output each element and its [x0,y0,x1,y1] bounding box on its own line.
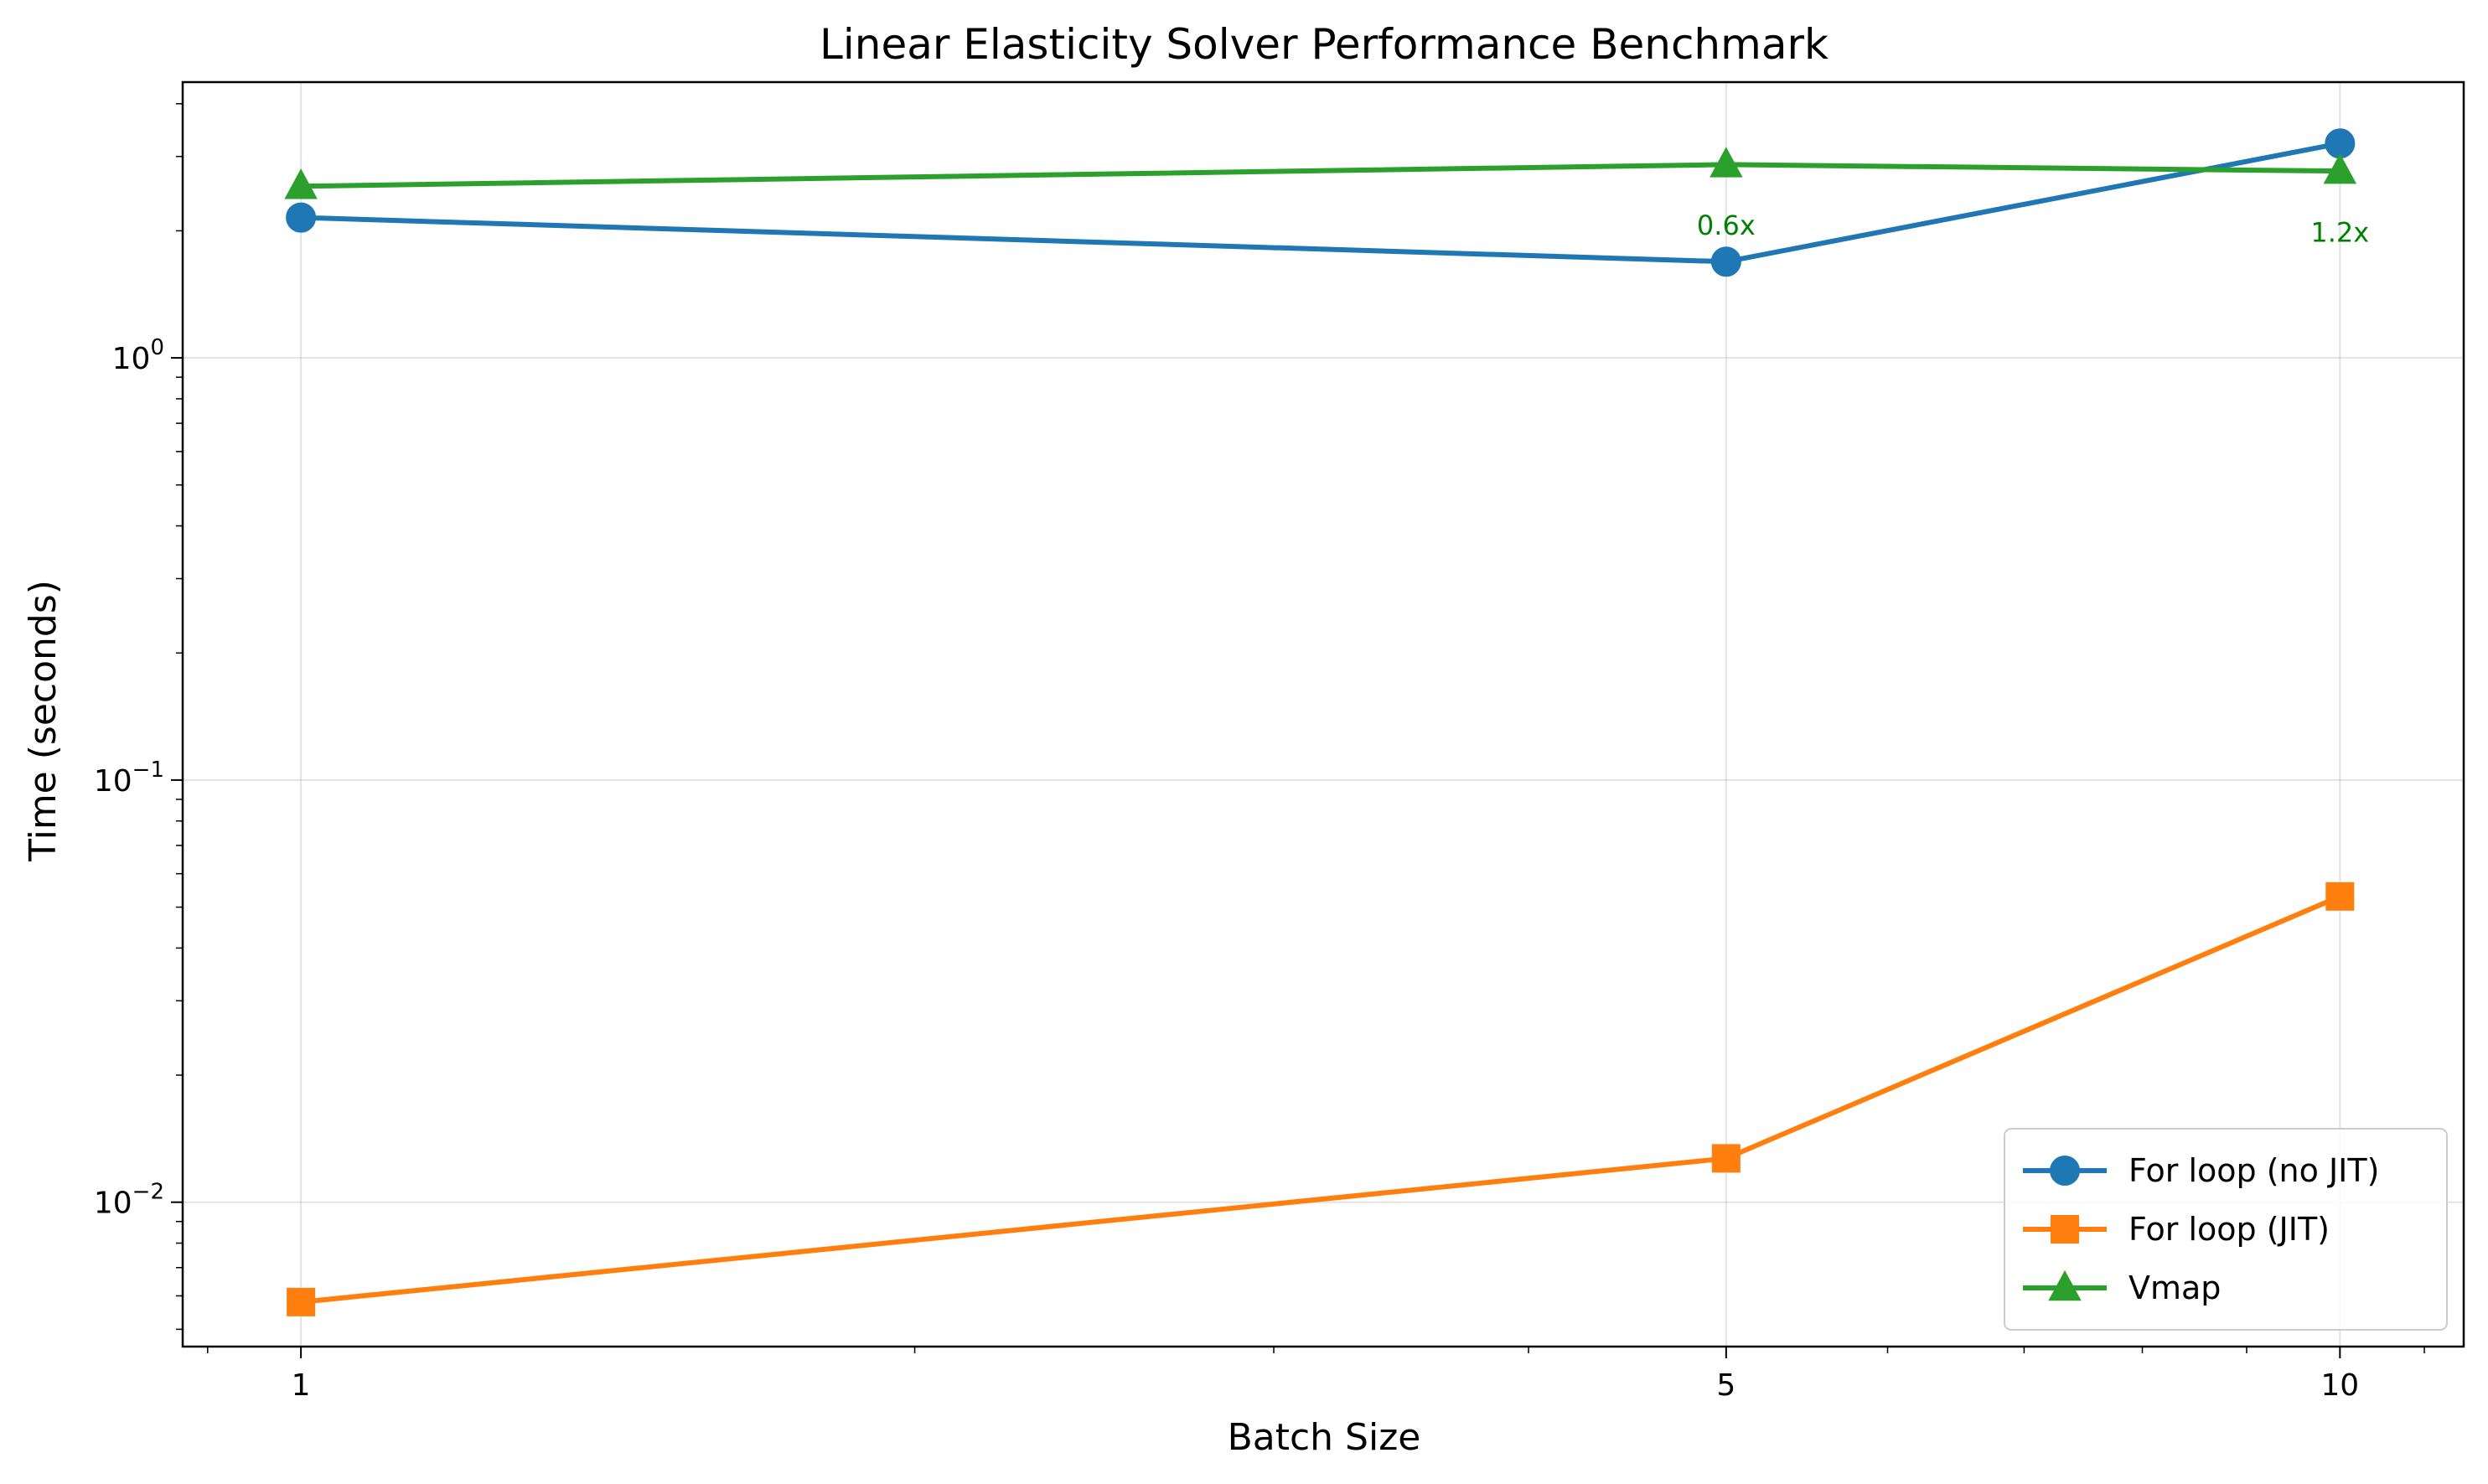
annotation-1: 1.2x [2310,217,2369,249]
x-tick-label-2: 10 [2320,1368,2359,1403]
legend-marker-2 [2048,1269,2082,1301]
legend-label-2: Vmap [2129,1269,2221,1306]
legend-frame [2004,1128,2448,1331]
data-point-0-1 [1710,246,1741,277]
data-point-2-0 [284,168,318,199]
legend: For loop (no JIT) For loop (JIT) Vmap [2004,1128,2448,1331]
y-tick-label-0: 100 [112,335,164,376]
legend-label-1: For loop (JIT) [2129,1211,2330,1248]
legend-marker-1 [2051,1215,2079,1244]
y-axis-label: Time (seconds) [22,580,65,862]
plot-area: 1 5 10 100 10−1 10−2 0.6x 1.2x For loop (no JIT)… [94,80,2465,1403]
legend-label-0: For loop (no JIT) [2129,1152,2379,1189]
data-point-0-0 [286,202,317,233]
axes-frame [181,80,2465,1348]
data-point-1-1 [1711,1144,1741,1173]
data-point-1-0 [287,1287,316,1316]
data-point-1-2 [2325,882,2355,911]
chart-title: Linear Elasticity Solver Performance Ben… [820,20,1828,69]
data-point-2-2 [2323,153,2357,184]
data-point-2-1 [1710,147,1743,178]
x-tick-label-1: 5 [1716,1368,1735,1403]
legend-marker-0 [2050,1156,2080,1186]
x-axis-label: Batch Size [1228,1416,1421,1459]
y-tick-label-2: 10−2 [94,1180,164,1221]
y-tick-label-1: 10−1 [94,758,164,799]
annotation-0: 0.6x [1697,209,1756,241]
x-tick-label-0: 1 [292,1368,311,1403]
